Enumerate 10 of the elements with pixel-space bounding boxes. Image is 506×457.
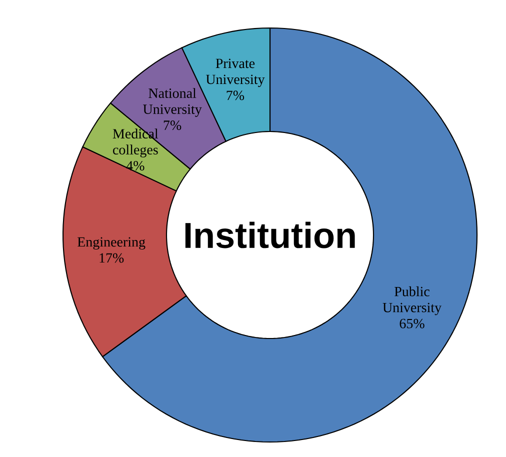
slice-label: Engineering (78, 237, 146, 250)
data-label: 65% (400, 318, 424, 328)
data-label: 17% (100, 253, 124, 263)
slice-label: Private University (206, 58, 265, 87)
data-label: 4% (126, 161, 144, 171)
data-label: 7% (164, 120, 182, 130)
slice-label: National University (143, 88, 202, 117)
slice-label: Public University (382, 286, 442, 316)
data-label: 7% (226, 90, 244, 100)
text: Institution (185, 222, 355, 248)
